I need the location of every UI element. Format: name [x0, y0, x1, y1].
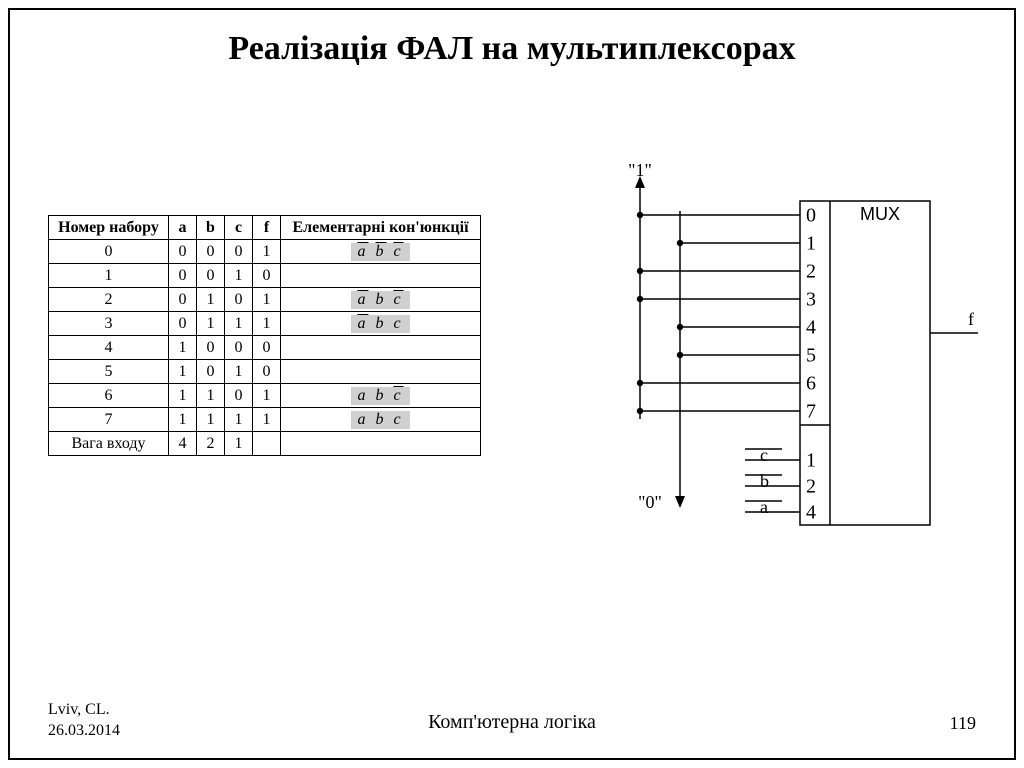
- th-conj: Елементарні кон'юнкції: [281, 216, 481, 240]
- table-row: 61101a b c: [49, 384, 481, 408]
- cell-num: 7: [49, 408, 169, 432]
- svg-text:7: 7: [806, 401, 816, 423]
- cell-num: 2: [49, 288, 169, 312]
- cell-b: 0: [197, 240, 225, 264]
- cell-a: 1: [169, 384, 197, 408]
- weight-cell: [281, 432, 481, 456]
- weight-cell: 2: [197, 432, 225, 456]
- svg-text:4: 4: [806, 502, 816, 524]
- cell-b: 0: [197, 336, 225, 360]
- svg-text:5: 5: [806, 345, 816, 367]
- cell-c: 1: [225, 312, 253, 336]
- cell-f: 1: [253, 312, 281, 336]
- page-title: Реалізація ФАЛ на мультиплексорах: [0, 30, 1024, 68]
- svg-text:1: 1: [806, 233, 816, 255]
- th-f: f: [253, 216, 281, 240]
- svg-text:2: 2: [806, 476, 816, 498]
- svg-text:"1": "1": [628, 160, 652, 180]
- cell-conj: [281, 360, 481, 384]
- cell-c: 0: [225, 384, 253, 408]
- cell-b: 0: [197, 264, 225, 288]
- svg-text:2: 2: [806, 261, 816, 283]
- svg-text:6: 6: [806, 373, 816, 395]
- weight-label: Вага входу: [49, 432, 169, 456]
- svg-text:b: b: [760, 471, 769, 491]
- cell-b: 1: [197, 312, 225, 336]
- footer-page: 119: [950, 713, 976, 734]
- th-c: c: [225, 216, 253, 240]
- cell-num: 3: [49, 312, 169, 336]
- cell-conj: [281, 264, 481, 288]
- cell-c: 0: [225, 336, 253, 360]
- weight-row: Вага входу421: [49, 432, 481, 456]
- th-a: a: [169, 216, 197, 240]
- cell-b: 1: [197, 384, 225, 408]
- table-row: 41000: [49, 336, 481, 360]
- cell-num: 5: [49, 360, 169, 384]
- cell-num: 6: [49, 384, 169, 408]
- cell-f: 1: [253, 288, 281, 312]
- cell-c: 0: [225, 240, 253, 264]
- cell-conj: a b c: [281, 312, 481, 336]
- weight-cell: 4: [169, 432, 197, 456]
- table-row: 00001a b c: [49, 240, 481, 264]
- svg-text:MUX: MUX: [860, 204, 900, 224]
- cell-num: 1: [49, 264, 169, 288]
- cell-conj: a b c: [281, 288, 481, 312]
- weight-cell: 1: [225, 432, 253, 456]
- cell-c: 1: [225, 264, 253, 288]
- svg-text:4: 4: [806, 317, 816, 339]
- mux-diagram: MUX 0 1 2 3 4 5 6 7 1 c 2 b 4 a "1" "0" f: [560, 160, 980, 590]
- cell-num: 4: [49, 336, 169, 360]
- cell-a: 0: [169, 240, 197, 264]
- cell-c: 1: [225, 408, 253, 432]
- cell-a: 1: [169, 408, 197, 432]
- cell-a: 0: [169, 264, 197, 288]
- cell-f: 1: [253, 408, 281, 432]
- svg-text:1: 1: [806, 450, 816, 472]
- cell-conj: [281, 336, 481, 360]
- cell-f: 1: [253, 384, 281, 408]
- cell-b: 0: [197, 360, 225, 384]
- cell-conj: a b c: [281, 240, 481, 264]
- cell-num: 0: [49, 240, 169, 264]
- svg-text:c: c: [760, 445, 768, 465]
- table-row: 10010: [49, 264, 481, 288]
- table-row: 51010: [49, 360, 481, 384]
- svg-text:3: 3: [806, 289, 816, 311]
- cell-c: 1: [225, 360, 253, 384]
- cell-conj: a b c: [281, 408, 481, 432]
- cell-f: 0: [253, 264, 281, 288]
- cell-b: 1: [197, 408, 225, 432]
- cell-a: 1: [169, 360, 197, 384]
- th-b: b: [197, 216, 225, 240]
- weight-cell: [253, 432, 281, 456]
- footer-center: Комп'ютерна логіка: [0, 711, 1024, 734]
- cell-c: 0: [225, 288, 253, 312]
- cell-a: 0: [169, 312, 197, 336]
- svg-text:a: a: [760, 497, 768, 517]
- cell-conj: a b c: [281, 384, 481, 408]
- table-row: 71111a b c: [49, 408, 481, 432]
- table-row: 30111a b c: [49, 312, 481, 336]
- th-num: Номер набору: [49, 216, 169, 240]
- svg-text:f: f: [968, 309, 974, 329]
- cell-f: 0: [253, 336, 281, 360]
- cell-a: 0: [169, 288, 197, 312]
- cell-f: 1: [253, 240, 281, 264]
- cell-a: 1: [169, 336, 197, 360]
- table-header-row: Номер набору a b c f Елементарні кон'юнк…: [49, 216, 481, 240]
- table-row: 20101a b c: [49, 288, 481, 312]
- cell-b: 1: [197, 288, 225, 312]
- svg-text:"0": "0": [638, 492, 662, 512]
- svg-text:0: 0: [806, 205, 816, 227]
- cell-f: 0: [253, 360, 281, 384]
- truth-table: Номер набору a b c f Елементарні кон'юнк…: [48, 215, 481, 456]
